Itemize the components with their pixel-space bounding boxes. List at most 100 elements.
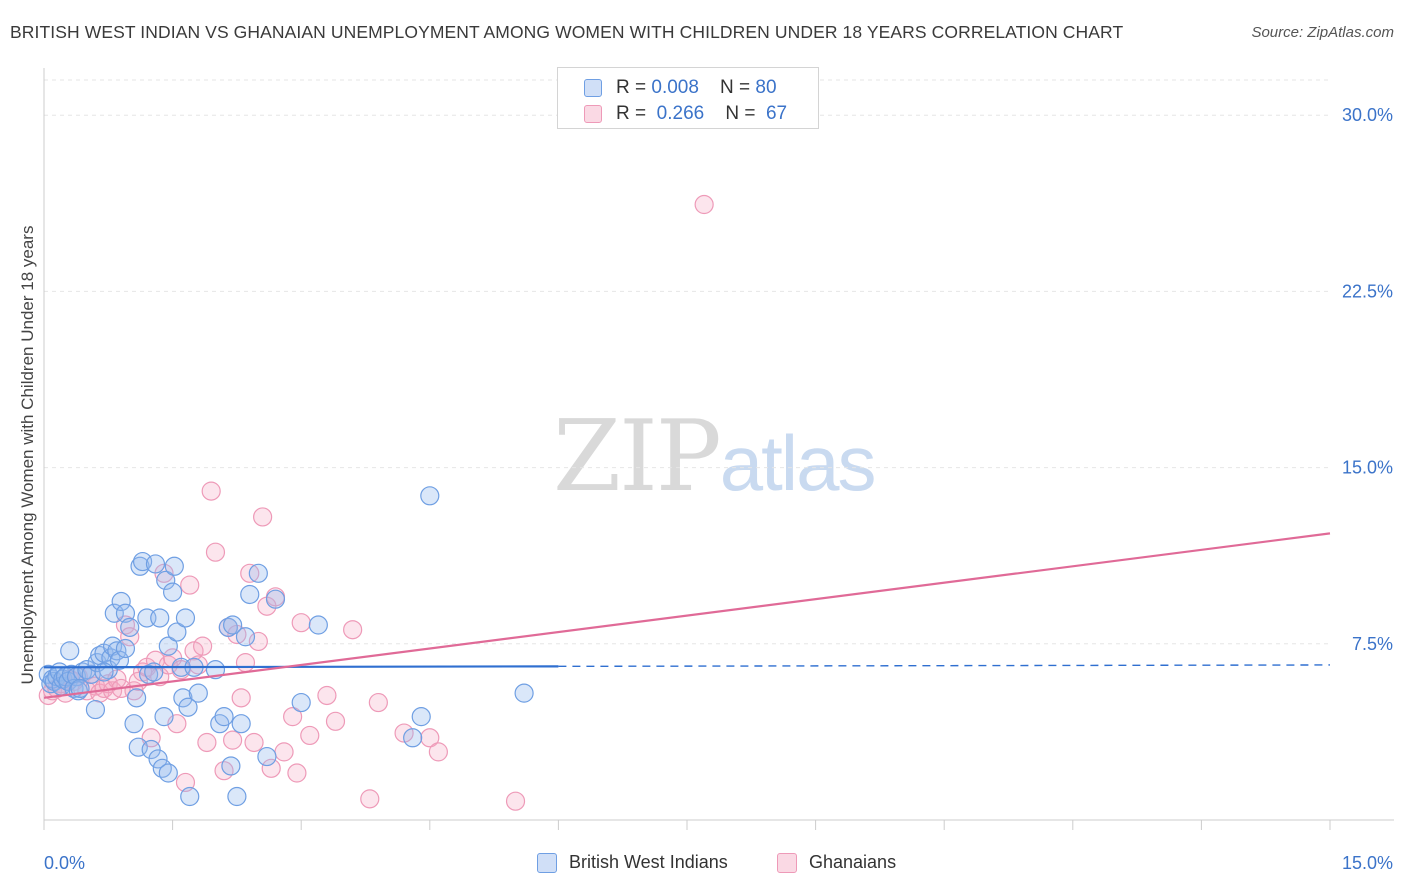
legend-swatch-pink — [777, 853, 797, 873]
ghanaians-point — [231, 688, 251, 708]
british-west-indians-point — [214, 707, 234, 727]
ghanaians-point — [360, 789, 380, 809]
legend-swatch-pink — [584, 105, 602, 123]
ghanaians-trend — [43, 532, 1331, 699]
british-west-indians-point — [178, 697, 198, 717]
ghanaians-point — [287, 763, 307, 783]
y-tick-label: 7.5% — [1352, 634, 1393, 654]
british-west-indians-point — [221, 756, 241, 776]
r-value: 0.008 — [651, 77, 699, 98]
ghanaians-points — [38, 194, 714, 811]
legend-text: R = 0.266 N = 67 — [616, 103, 787, 125]
british-west-indians-point — [180, 786, 200, 807]
british-west-indians-point — [111, 591, 131, 612]
british-west-indians-point — [265, 589, 286, 609]
british-west-indians-point — [514, 683, 534, 703]
british-west-indians-point — [231, 714, 251, 734]
british-west-indians-point — [420, 486, 440, 506]
n-label: N = — [720, 77, 756, 98]
ghanaians-point — [197, 732, 217, 753]
british-west-indians-point — [403, 728, 423, 748]
chart-source: Source: ZipAtlas.com — [1251, 24, 1394, 41]
chart-title: BRITISH WEST INDIAN VS GHANAIAN UNEMPLOY… — [10, 22, 1124, 42]
british-west-indians-point — [85, 699, 106, 720]
ghanaians-point — [505, 791, 526, 811]
british-west-indians-point — [94, 662, 114, 682]
watermark-atlas: atlas — [719, 419, 877, 507]
british-west-indians-point — [227, 786, 247, 807]
ghanaians-point — [223, 730, 243, 750]
ghanaians-point — [428, 742, 448, 762]
legend-label: Ghanaians — [809, 852, 897, 872]
watermark-zip: ZIP — [553, 400, 722, 514]
british-west-indians-points — [38, 486, 534, 807]
watermark: ZIPatlas — [553, 400, 877, 514]
british-west-indians-trend-dashed — [558, 664, 1331, 668]
ghanaians-point — [325, 711, 346, 731]
british-west-indians-point — [167, 622, 187, 642]
british-west-indians-point — [163, 582, 183, 602]
correlation-legend: R = 0.008 N = 80 R = 0.266 N = 67 — [557, 67, 819, 129]
british-west-indians-point — [158, 763, 178, 783]
british-west-indians-point — [141, 739, 161, 760]
british-west-indians-point — [154, 707, 174, 727]
tick-labels: 7.5% 15.0% 22.5% 30.0% 0.0% 15.0% — [44, 105, 1393, 873]
legend-swatch-blue — [537, 853, 557, 873]
british-west-indians-point — [150, 608, 170, 628]
ghanaians-point — [343, 620, 363, 640]
trend-lines — [43, 532, 1331, 699]
x-tick-label-min: 0.0% — [44, 853, 85, 873]
british-west-indians-point — [104, 603, 124, 623]
ghanaians-point — [274, 742, 294, 762]
n-value: 80 — [755, 77, 777, 98]
british-west-indians-point — [240, 584, 260, 605]
british-west-indians-point — [156, 570, 176, 590]
ghanaians-point — [244, 732, 264, 753]
ghanaians-point — [205, 542, 226, 562]
ghanaians-point — [694, 194, 714, 215]
n-value: 67 — [765, 103, 788, 124]
ghanaians-point — [193, 636, 213, 656]
british-west-indians-point — [257, 746, 277, 767]
y-axis-label: Unemployment Among Women with Children U… — [18, 225, 37, 685]
ghanaians-point — [283, 707, 303, 727]
british-west-indians-point — [188, 683, 208, 703]
ghanaians-point — [180, 575, 200, 595]
british-west-indians-point — [120, 617, 140, 637]
british-west-indians-point — [291, 692, 311, 713]
ghanaians-point — [291, 613, 311, 633]
ghanaians-point — [248, 631, 268, 652]
british-west-indians-point — [115, 638, 136, 659]
british-west-indians-point — [235, 627, 256, 647]
british-west-indians-point — [411, 707, 431, 727]
y-tick-label: 22.5% — [1342, 281, 1393, 301]
british-west-indians-point — [308, 615, 328, 635]
ghanaians-point — [235, 653, 256, 673]
british-west-indians-point — [223, 615, 243, 635]
british-west-indians-trend-solid — [43, 665, 559, 669]
ghanaians-point — [253, 507, 273, 527]
british-west-indians-point — [173, 688, 193, 708]
british-west-indians-point — [175, 608, 196, 628]
british-west-indians-point — [148, 749, 168, 769]
ghanaians-point — [317, 685, 337, 706]
x-tick-label-max: 15.0% — [1342, 853, 1393, 873]
british-west-indians-point — [144, 662, 164, 682]
ghanaians-point — [368, 692, 388, 713]
y-tick-label: 15.0% — [1342, 458, 1393, 478]
british-west-indians-point — [158, 636, 178, 656]
british-west-indians-point — [145, 554, 166, 574]
british-west-indians-point — [164, 556, 184, 576]
r-label: R = — [616, 77, 652, 98]
legend-swatch-blue — [584, 79, 602, 97]
british-west-indians-point — [124, 714, 144, 734]
british-west-indians-point — [205, 660, 226, 680]
british-west-indians-point — [109, 650, 130, 670]
british-west-indians-point — [126, 688, 147, 708]
legend-label: British West Indians — [569, 852, 728, 872]
british-west-indians-point — [248, 563, 268, 583]
r-label: R = — [616, 103, 652, 124]
r-value: 0.266 — [656, 103, 705, 124]
ghanaians-point — [201, 481, 221, 501]
